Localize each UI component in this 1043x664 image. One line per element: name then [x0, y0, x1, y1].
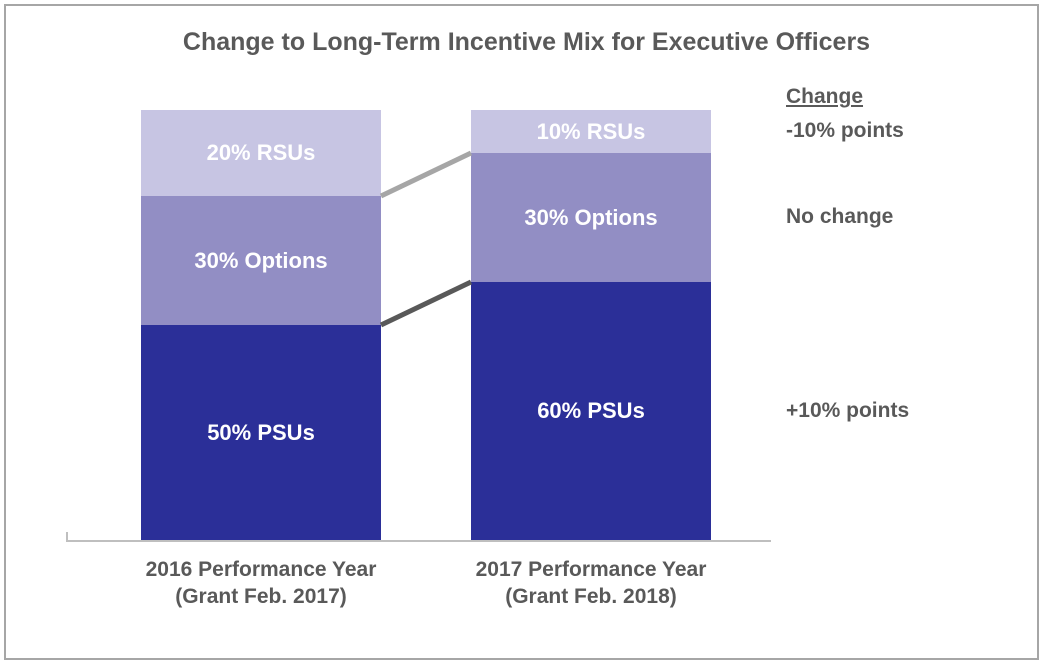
change-label: +10% points: [786, 399, 909, 423]
change-label: -10% points: [786, 119, 904, 143]
change-label: No change: [786, 205, 893, 229]
chart-plot-area: 20% RSUs30% Options50% PSUs2016 Performa…: [46, 85, 1007, 645]
change-column-header: Change: [786, 85, 863, 109]
chart-title: Change to Long-Term Incentive Mix for Ex…: [46, 28, 1007, 57]
connector-lines: [46, 85, 1006, 645]
chart-container: Change to Long-Term Incentive Mix for Ex…: [4, 4, 1039, 660]
